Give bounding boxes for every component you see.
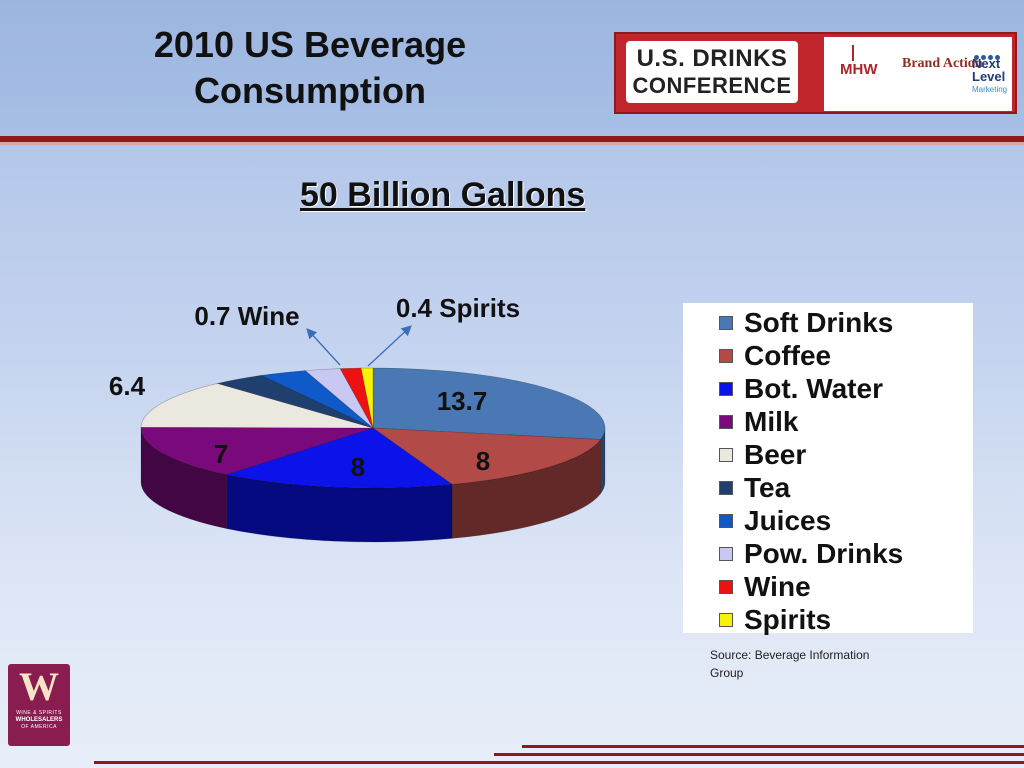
legend-swatch-pow-drinks — [719, 547, 733, 561]
legend-item-wine: Wine — [683, 570, 973, 603]
data-label-beer: 6.4 — [109, 371, 146, 401]
pie-sides — [140, 427, 606, 543]
title-line-2: Consumption — [194, 70, 426, 111]
data-label-coffee: 8 — [476, 446, 490, 476]
wswa-logo-letter: W — [19, 664, 59, 709]
chart-legend: Soft Drinks Coffee Bot. Water Milk Beer Tea Ju… — [683, 303, 973, 636]
pie-slice-wine — [339, 367, 374, 429]
legend-item-pow-drinks: Pow. Drinks — [683, 537, 973, 570]
legend-swatch-spirits — [719, 613, 733, 627]
mhw-tower-icon — [852, 45, 854, 61]
footer-rule-1 — [522, 745, 1024, 748]
data-label-bot-water: 8 — [351, 452, 365, 482]
conference-logo-badge: U.S. DRINKS CONFERENCE — [626, 41, 798, 103]
wswa-logo-line-1: WINE & SPIRITS — [16, 710, 62, 716]
source-note: Source: Beverage Information Group — [710, 648, 870, 680]
pie-data-labels: 13.7 8 8 7 6.4 0.7 Wine 0.4 Spirits — [109, 293, 520, 482]
legend-item-bot-water: Bot. Water — [683, 372, 973, 405]
legend-label-milk: Milk — [744, 406, 799, 437]
legend-label-spirits: Spirits — [744, 604, 832, 635]
legend-item-coffee: Coffee — [683, 339, 973, 372]
legend-swatch-beer — [719, 448, 733, 462]
wswa-logo: W WINE & SPIRITS WHOLESALERS OF AMERICA — [8, 664, 70, 746]
wswa-logo-line-2: WHOLESALERS — [15, 717, 63, 723]
legend-swatch-juices — [719, 514, 733, 528]
legend-item-spirits: Spirits — [683, 603, 973, 636]
pie-leader-lines — [306, 325, 412, 367]
legend-swatch-coffee — [719, 349, 733, 363]
data-label-milk: 7 — [214, 439, 228, 469]
legend-label-coffee: Coffee — [744, 340, 832, 371]
legend-item-tea: Tea — [683, 471, 973, 504]
pie-slice-milk — [140, 426, 374, 475]
wswa-logo-line-3: OF AMERICA — [21, 724, 57, 730]
title-line-1: 2010 US Beverage — [153, 24, 467, 65]
pie-slice-soft-drinks — [372, 367, 606, 440]
legend-label-pow-drinks: Pow. Drinks — [744, 538, 904, 569]
pie-slice-tea — [216, 375, 374, 429]
next-level-subtext: Marketing — [972, 85, 1008, 94]
us-drinks-conference-logo: U.S. DRINKS CONFERENCE MHW Brand Action … — [614, 32, 1017, 114]
pie-slice-juices — [260, 370, 374, 429]
footer-rule-2 — [494, 753, 1024, 756]
next-level-dots-icon — [974, 47, 1002, 65]
conference-logo-line-2: CONFERENCE — [632, 73, 792, 98]
next-level-logo: Next Level — [972, 56, 1006, 84]
pie-slice-pow-drinks — [304, 368, 374, 429]
leader-line-wine — [306, 328, 341, 366]
legend-label-juices: Juices — [744, 505, 832, 536]
header-divider — [0, 136, 1024, 142]
data-label-spirits: 0.4 Spirits — [396, 293, 520, 323]
pie-slice-spirits — [360, 367, 374, 429]
legend-swatch-milk — [719, 415, 733, 429]
legend-label-tea: Tea — [744, 472, 791, 503]
legend-swatch-bot-water — [719, 382, 733, 396]
legend-label-beer: Beer — [744, 439, 807, 470]
brand-action-logo: Brand Action — [902, 56, 983, 71]
legend-swatch-wine — [719, 580, 733, 594]
pie-slice-coffee — [371, 427, 602, 485]
legend-swatch-tea — [719, 481, 733, 495]
conference-logo-line-1: U.S. DRINKS — [636, 45, 788, 72]
data-label-soft-drinks: 13.7 — [437, 386, 488, 416]
sponsor-logos: MHW Brand Action Next Level Marketing — [824, 37, 1012, 111]
data-label-wine: 0.7 Wine — [194, 301, 299, 331]
footer-rule-3 — [94, 761, 1024, 764]
leader-line-spirits — [367, 325, 412, 367]
chart-title: 50 Billion Gallons — [300, 176, 586, 214]
mhw-logo: MHW — [840, 61, 878, 78]
legend-item-milk: Milk — [683, 405, 973, 438]
legend-label-bot-water: Bot. Water — [744, 373, 883, 404]
header-divider-shadow — [0, 142, 1024, 145]
pie-slice-bot-water — [225, 427, 453, 489]
legend-item-beer: Beer — [683, 438, 973, 471]
legend-label-wine: Wine — [744, 571, 811, 602]
legend-label-soft-drinks: Soft Drinks — [744, 307, 894, 338]
legend-item-soft-drinks: Soft Drinks — [683, 306, 973, 339]
pie-tops — [140, 367, 606, 489]
pie-slice-beer — [140, 383, 374, 429]
legend-item-juices: Juices — [683, 504, 973, 537]
page-title: 2010 US Beverage Consumption — [120, 22, 500, 114]
legend-swatch-soft-drinks — [719, 316, 733, 330]
